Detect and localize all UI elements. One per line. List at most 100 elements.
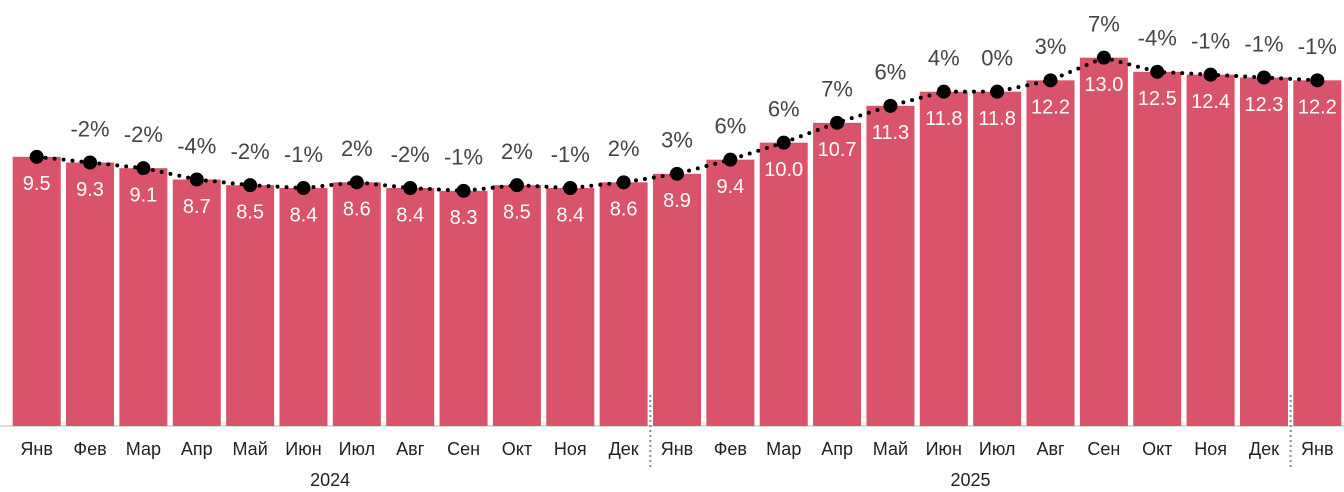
bar [973, 91, 1022, 427]
change-label: 2% [501, 139, 533, 164]
trend-dot [1096, 50, 1111, 65]
trend-dot [563, 181, 578, 195]
trend-dot [349, 175, 364, 190]
bar [332, 182, 381, 426]
trend-dot [509, 178, 524, 193]
x-tick-label: Окт [502, 439, 532, 459]
value-label: 8.5 [236, 201, 264, 223]
trend-dot [1043, 73, 1058, 88]
change-label: -1% [284, 142, 323, 167]
value-label: 11.8 [925, 108, 962, 130]
x-tick-label: Фев [73, 439, 106, 459]
value-label: 8.7 [183, 196, 211, 218]
bar [866, 105, 915, 426]
change-label: -1% [444, 145, 483, 170]
change-label: 2% [341, 136, 373, 161]
x-tick-label: Июн [285, 439, 321, 459]
trend-dot [776, 135, 791, 150]
trend-dot [136, 161, 151, 176]
x-tick-label: Сен [1087, 439, 1120, 459]
trend-dot [403, 181, 418, 195]
value-label: 8.4 [290, 204, 318, 226]
bar [12, 156, 61, 427]
group-label: 2024 [310, 470, 350, 490]
x-tick-label: Ноя [554, 439, 587, 459]
bar [1079, 57, 1128, 427]
trend-dot [1203, 67, 1218, 82]
x-tick-label: Апр [181, 439, 213, 459]
x-tick-label: Авг [1036, 439, 1065, 459]
change-label: 0% [981, 45, 1013, 70]
change-label: -1% [551, 142, 590, 167]
change-label: 4% [928, 45, 960, 70]
value-label: 9.3 [76, 179, 104, 201]
change-label: 3% [661, 128, 693, 153]
value-label: 9.1 [129, 184, 157, 206]
trend-dot [990, 84, 1005, 99]
value-label: 8.6 [343, 199, 371, 221]
value-label: 11.3 [872, 122, 909, 144]
x-tick-label: Июл [979, 439, 1016, 459]
x-tick-label: Мар [126, 439, 161, 459]
value-label: 9.5 [23, 173, 51, 195]
value-label: 12.2 [1031, 97, 1070, 119]
x-tick-label: Апр [821, 439, 853, 459]
change-label: -2% [124, 122, 163, 147]
change-label: 6% [875, 60, 907, 85]
bar [1026, 80, 1075, 426]
bar [119, 168, 168, 426]
trend-dot [296, 181, 311, 195]
value-label: 10.0 [764, 159, 803, 181]
change-label: -1% [1298, 34, 1337, 59]
bar [652, 173, 702, 426]
trend-dot [936, 84, 951, 99]
bar [492, 185, 541, 426]
change-label: -1% [1244, 31, 1283, 56]
trend-dot [1256, 70, 1271, 85]
trend-dot [883, 98, 898, 113]
trend-dot [1150, 64, 1165, 79]
x-tick-label: Июл [339, 439, 376, 459]
x-tick-label: Май [232, 439, 267, 459]
x-tick-label: Янв [20, 439, 53, 459]
bar [226, 185, 275, 426]
trend-dot [1310, 73, 1325, 88]
value-label: 9.4 [716, 176, 744, 198]
trend-dot [616, 175, 631, 190]
change-label: -2% [391, 142, 430, 167]
value-label: 8.5 [503, 201, 531, 223]
change-label: -1% [1191, 28, 1230, 53]
value-label: 12.5 [1138, 88, 1177, 110]
value-label: 11.8 [978, 108, 1015, 130]
bar [813, 122, 862, 426]
x-tick-label: Окт [1142, 439, 1172, 459]
x-tick-label: Дек [1249, 439, 1279, 459]
value-label: 10.7 [818, 139, 857, 161]
x-tick-label: Сен [447, 439, 480, 459]
bar [386, 188, 435, 426]
bar [172, 179, 221, 426]
group-label: 2025 [950, 470, 990, 490]
x-tick-label: Май [873, 439, 908, 459]
x-tick-label: Авг [396, 439, 425, 459]
x-tick-label: Янв [661, 439, 694, 459]
value-label: 8.9 [663, 190, 691, 212]
bar [546, 188, 595, 426]
value-label: 8.4 [396, 204, 424, 226]
bar [759, 142, 808, 426]
change-label: -2% [70, 116, 109, 141]
change-label: 2% [608, 136, 640, 161]
bar [1133, 71, 1182, 426]
value-label: 8.3 [450, 207, 478, 229]
change-label: 7% [1088, 11, 1120, 36]
x-tick-label: Июн [926, 439, 962, 459]
trend-dot [189, 172, 204, 187]
x-tick-label: Мар [766, 439, 801, 459]
change-label: -4% [1138, 26, 1177, 51]
trend-dot [83, 155, 98, 170]
change-label: 6% [768, 96, 800, 121]
x-tick-label: Янв [1301, 439, 1334, 459]
bar [599, 182, 648, 426]
change-label: -4% [177, 133, 216, 158]
